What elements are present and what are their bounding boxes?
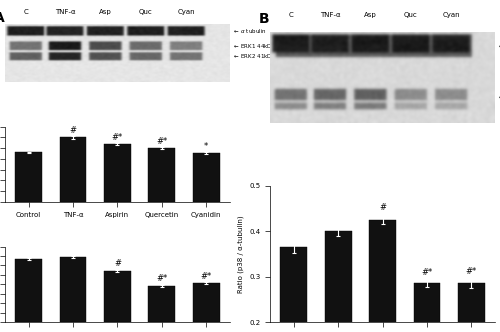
Bar xyxy=(15,259,42,322)
Text: #: # xyxy=(70,126,76,135)
Bar xyxy=(193,284,220,322)
Bar xyxy=(458,284,485,332)
Bar xyxy=(60,257,86,322)
Bar xyxy=(193,153,220,202)
Text: $\leftarrow$ $\alpha$ tubulin: $\leftarrow$ $\alpha$ tubulin xyxy=(498,42,500,50)
Text: $\leftarrow$ $\alpha$ tubulin: $\leftarrow$ $\alpha$ tubulin xyxy=(232,27,266,35)
Text: #*: #* xyxy=(156,137,168,146)
Text: Cyan: Cyan xyxy=(442,12,460,18)
Text: $\leftarrow$ ERK2 41kD: $\leftarrow$ ERK2 41kD xyxy=(232,52,273,60)
Text: C: C xyxy=(24,9,28,15)
Text: *: * xyxy=(204,142,208,151)
Bar xyxy=(370,220,396,332)
Y-axis label: Ratio (p38 / α-tubulin): Ratio (p38 / α-tubulin) xyxy=(237,215,244,293)
Text: $\leftarrow$ ERK1 44kD: $\leftarrow$ ERK1 44kD xyxy=(232,42,273,50)
Text: B: B xyxy=(258,12,270,26)
Text: #: # xyxy=(114,259,121,268)
Text: Cyan: Cyan xyxy=(177,9,195,15)
Bar xyxy=(414,284,440,332)
Bar xyxy=(15,152,42,202)
Text: Quc: Quc xyxy=(404,12,417,18)
Text: #*: #* xyxy=(422,268,432,277)
Text: $\leftarrow$ p38MAPK: $\leftarrow$ p38MAPK xyxy=(498,93,500,102)
Bar xyxy=(148,148,175,202)
Text: #*: #* xyxy=(156,274,168,284)
Bar xyxy=(280,247,307,332)
Text: C: C xyxy=(288,12,294,18)
Text: Quc: Quc xyxy=(139,9,152,15)
Text: Asp: Asp xyxy=(364,12,377,18)
Text: #*: #* xyxy=(200,272,212,281)
Text: Asp: Asp xyxy=(99,9,112,15)
Text: #: # xyxy=(379,203,386,212)
Bar xyxy=(60,137,86,202)
Text: TNF-α: TNF-α xyxy=(320,12,340,18)
Bar xyxy=(104,144,130,202)
Text: #*: #* xyxy=(112,133,123,142)
Bar xyxy=(104,271,130,322)
Bar xyxy=(325,231,351,332)
Bar xyxy=(148,286,175,322)
Text: #*: #* xyxy=(466,267,477,276)
Text: A: A xyxy=(0,11,4,26)
Text: TNF-α: TNF-α xyxy=(54,9,76,15)
